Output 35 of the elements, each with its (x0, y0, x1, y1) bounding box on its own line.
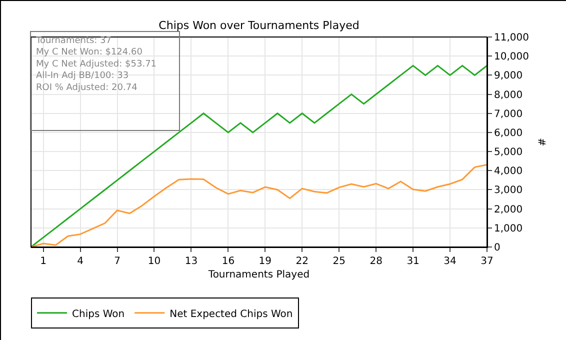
y-tick-label: 6,000 (494, 128, 523, 139)
x-tick-label: 37 (480, 256, 494, 267)
x-tick-label: 4 (77, 256, 84, 267)
legend-label: Chips Won (72, 308, 125, 320)
y-axis-title: # (538, 138, 548, 146)
x-tick-label: 1 (40, 256, 47, 267)
y-tick-label: 3,000 (494, 185, 523, 196)
annotation: All-In Adj BB/100: 33 (36, 71, 129, 82)
x-tick-label: 22 (296, 256, 309, 267)
y-tick-label: 8,000 (494, 90, 523, 101)
y-tick-label: 0 (494, 242, 500, 254)
annotation: ROI % Adjusted: 20.74 (36, 82, 138, 93)
x-tick-label: 25 (332, 256, 346, 267)
y-tick-label: 2,000 (494, 204, 523, 216)
y-tick-label: 7,000 (494, 108, 523, 120)
x-tick-label: 16 (222, 256, 235, 267)
x-tick-label: 31 (406, 256, 420, 267)
annotation: Tournaments: 37 (35, 36, 112, 46)
y-tick-label: 4,000 (494, 166, 523, 178)
y-tick-label: 9,000 (494, 70, 523, 82)
annotation: My C Net Won: $124.60 (36, 48, 143, 58)
y-tick-label: 5,000 (494, 147, 523, 158)
x-tick-label: 28 (370, 256, 382, 267)
chart-title: Chips Won over Tournaments Played (158, 19, 360, 32)
x-tick-label: 19 (258, 256, 272, 267)
x-tick-label: 13 (184, 256, 198, 267)
x-tick-label: 10 (148, 256, 161, 267)
y-tick-label: 11,000 (494, 32, 529, 44)
x-axis-title: Tournaments Played (207, 270, 310, 280)
annotation: My C Net Adjusted: $53.71 (36, 59, 157, 70)
y-tick-label: 1,000 (494, 223, 523, 234)
y-tick-label: 10,000 (494, 52, 529, 63)
legend-label: Net Expected Chips Won (170, 308, 293, 320)
x-tick-label: 7 (114, 256, 120, 267)
x-tick-label: 34 (444, 256, 456, 267)
